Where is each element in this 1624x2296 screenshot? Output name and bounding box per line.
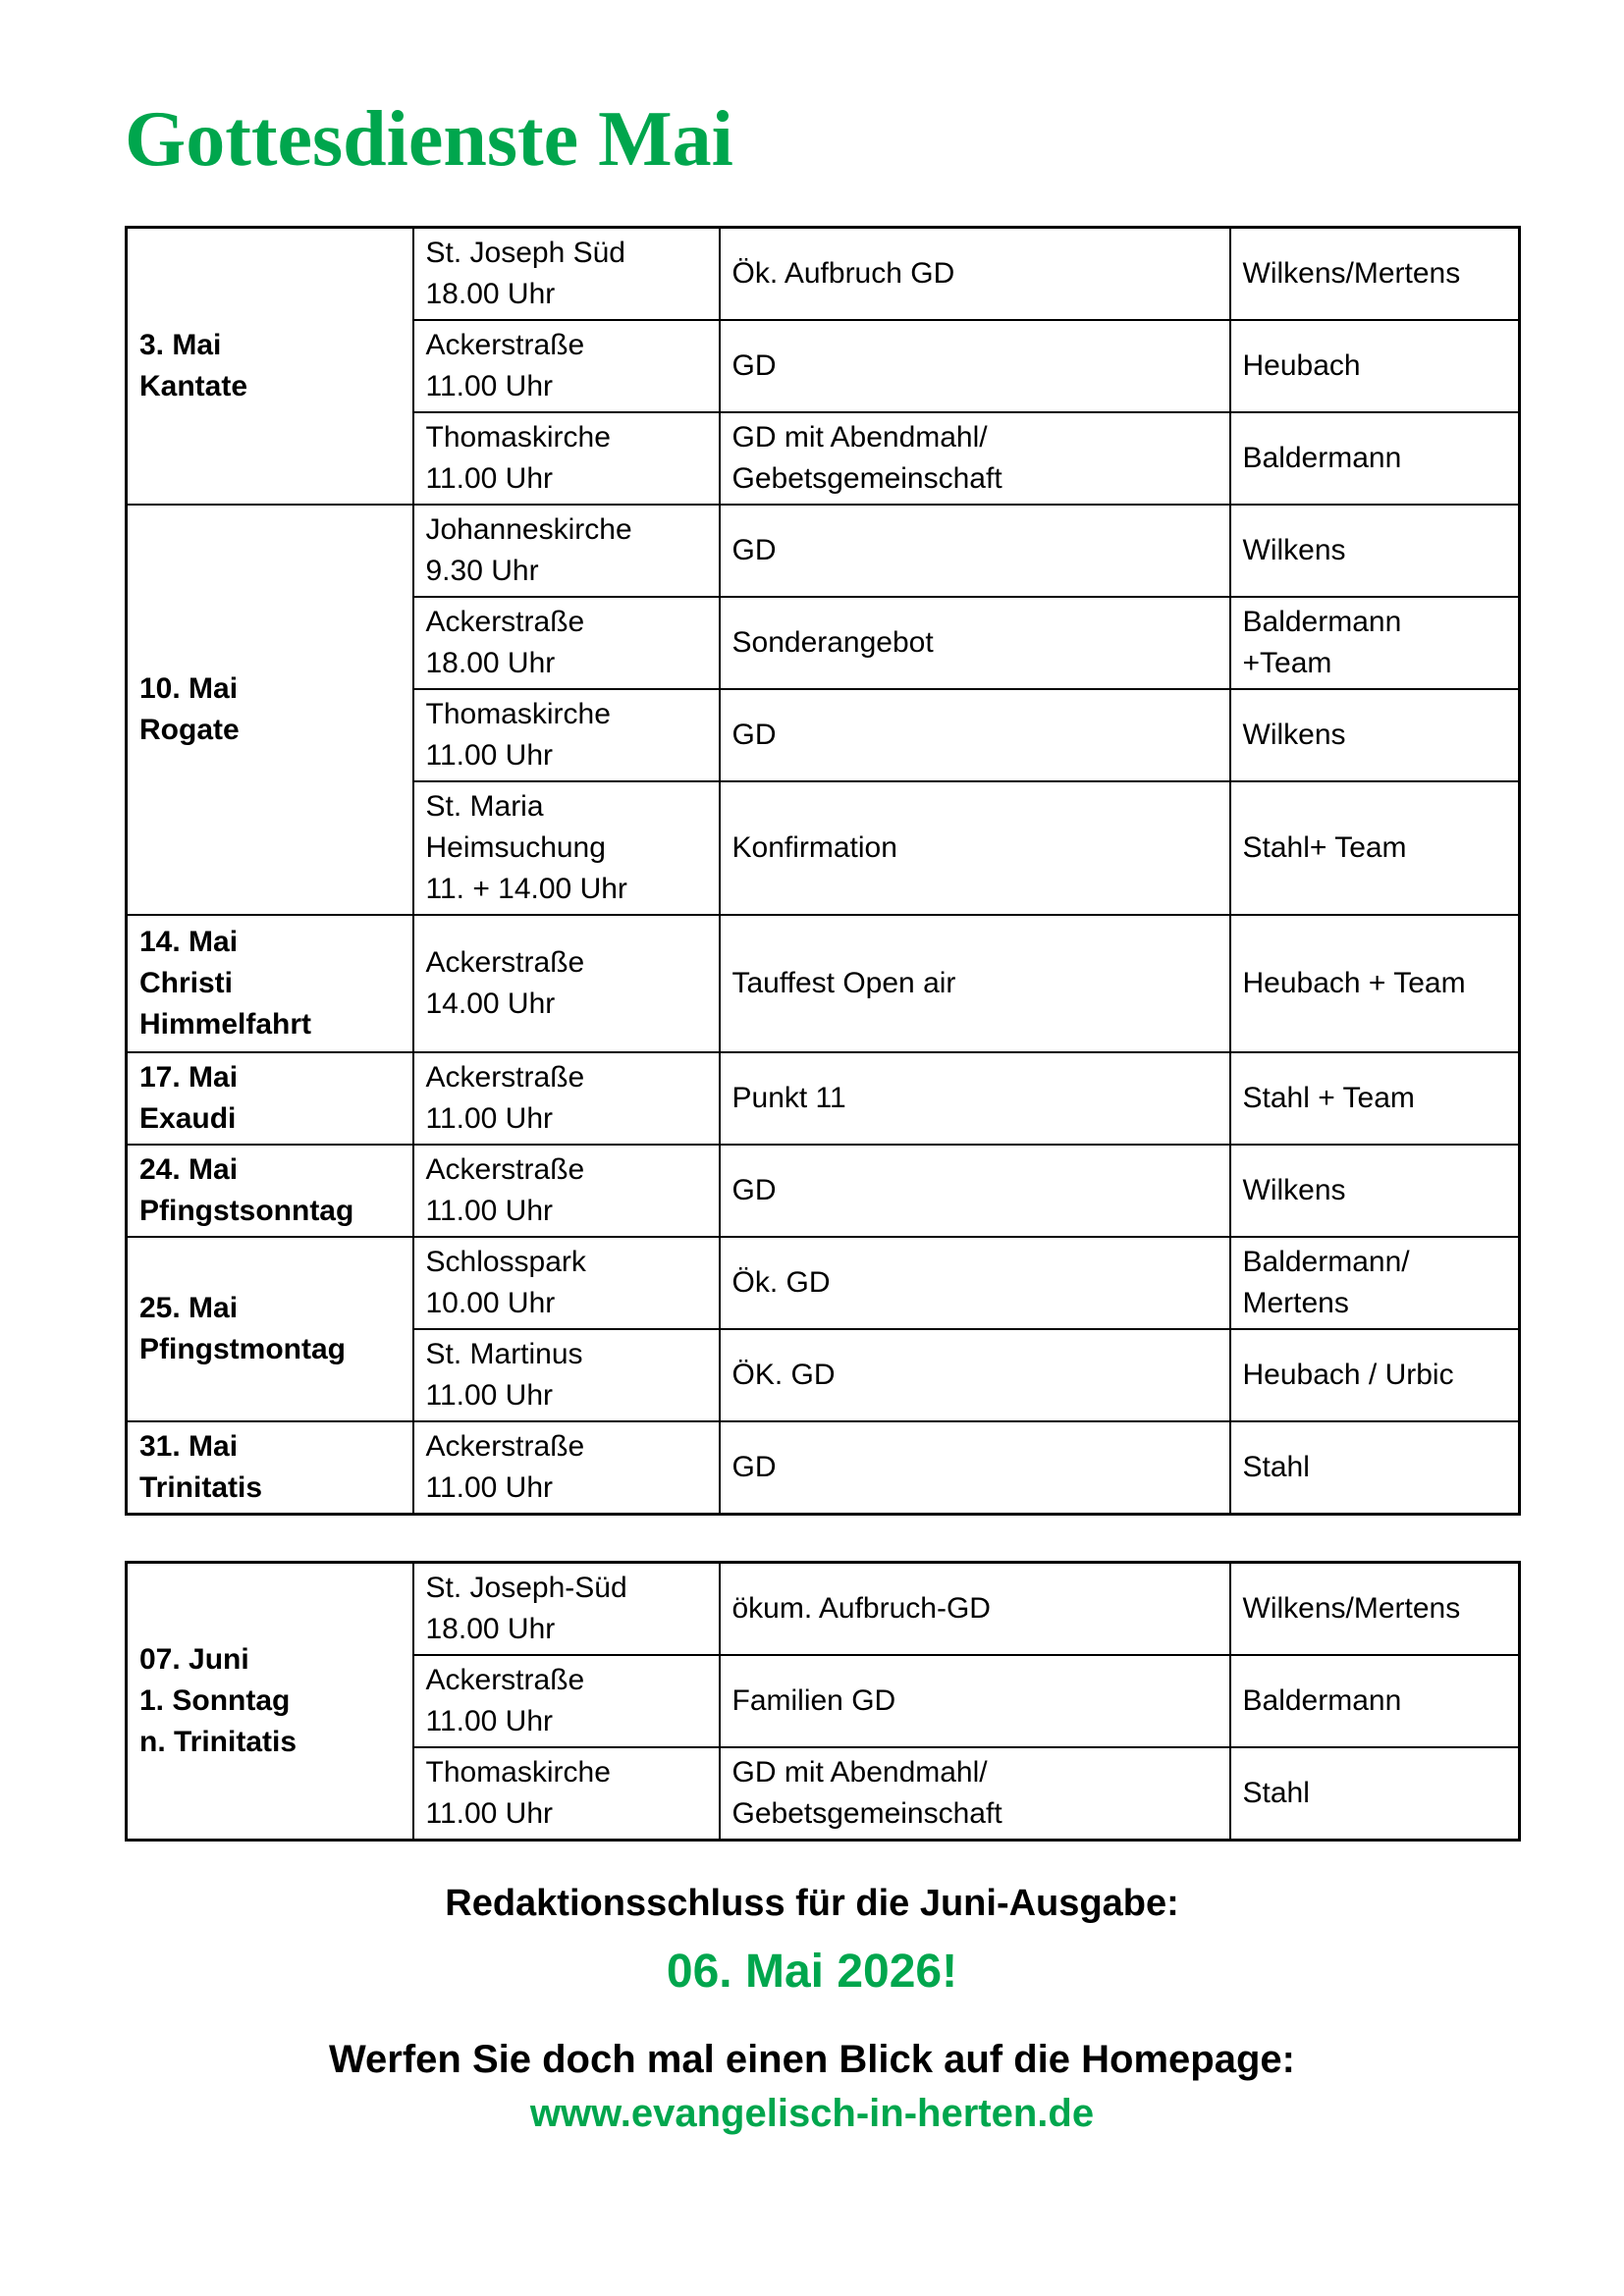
table-row: 25. Mai Pfingstmontag Schlosspark 10.00 … [125, 1236, 1521, 1422]
location-cell: Thomaskirche 11.00 Uhr [411, 1746, 721, 1842]
table-row: 14. Mai Christi Himmelfahrt Ackerstraße … [125, 914, 1521, 1053]
leader-cell: Wilkens/Mertens [1228, 1561, 1521, 1656]
leader-cell: Heubach / Urbic [1228, 1328, 1521, 1422]
date-cell: 14. Mai Christi Himmelfahrt [125, 914, 414, 1053]
date-cell: 17. Mai Exaudi [125, 1051, 414, 1146]
location-cell: Thomaskirche 11.00 Uhr [411, 688, 721, 782]
location-cell: Johanneskirche 9.30 Uhr [411, 504, 721, 598]
event-cell: Sonderangebot [718, 596, 1231, 690]
table-row: 17. Mai Exaudi Ackerstraße 11.00 Uhr Pun… [125, 1051, 1521, 1146]
date-cell: 10. Mai Rogate [125, 504, 414, 916]
leader-cell: Stahl [1228, 1420, 1521, 1516]
event-cell: ÖK. GD [718, 1328, 1231, 1422]
event-cell: GD [718, 319, 1231, 413]
location-cell: St. Joseph Süd 18.00 Uhr [411, 226, 721, 321]
location-cell: Thomaskirche 11.00 Uhr [411, 411, 721, 506]
table-row: 10. Mai Rogate Johanneskirche 9.30 Uhr G… [125, 504, 1521, 916]
leader-cell: Baldermann [1228, 411, 1521, 506]
leader-cell: Baldermann [1228, 1654, 1521, 1748]
leader-cell: Stahl + Team [1228, 1051, 1521, 1146]
table-row: 3. Mai Kantate St. Joseph Süd 18.00 Uhr … [125, 226, 1521, 506]
location-cell: Ackerstraße 11.00 Uhr [411, 1420, 721, 1516]
event-cell: Tauffest Open air [718, 914, 1231, 1053]
page-title: Gottesdienste Mai [125, 96, 733, 183]
location-cell: Schlosspark 10.00 Uhr [411, 1236, 721, 1330]
event-cell: Ök. Aufbruch GD [718, 226, 1231, 321]
leader-cell: Wilkens [1228, 688, 1521, 782]
table-row: St. Martinus 11.00 Uhr ÖK. GD Heubach / … [127, 1328, 1521, 1422]
footer: Redaktionsschluss für die Juni-Ausgabe: … [0, 1883, 1624, 2136]
homepage-heading: Werfen Sie doch mal einen Blick auf die … [329, 2038, 1295, 2081]
table-row: 07. Juni 1. Sonntag n. Trinitatis St. Jo… [125, 1561, 1521, 1842]
deadline-heading: Redaktionsschluss für die Juni-Ausgabe: [445, 1883, 1179, 1924]
table-row: Ackerstraße 11.00 Uhr Familien GD Balder… [127, 1654, 1521, 1748]
homepage-url[interactable]: www.evangelisch-in-herten.de [529, 2092, 1095, 2135]
location-cell: St. Maria Heimsuchung 11. + 14.00 Uhr [411, 780, 721, 916]
location-cell: Ackerstraße 11.00 Uhr [411, 1051, 721, 1146]
table-row: St. Maria Heimsuchung 11. + 14.00 Uhr Ko… [127, 780, 1521, 916]
location-cell: St. Martinus 11.00 Uhr [411, 1328, 721, 1422]
services-table-june: 07. Juni 1. Sonntag n. Trinitatis St. Jo… [125, 1561, 1521, 1842]
leader-cell: Stahl+ Team [1228, 780, 1521, 916]
date-cell: 07. Juni 1. Sonntag n. Trinitatis [125, 1561, 414, 1842]
event-cell: GD [718, 1420, 1231, 1516]
location-cell: Ackerstraße 14.00 Uhr [411, 914, 721, 1053]
table-row: Thomaskirche 11.00 Uhr GD mit Abendmahl/… [127, 1746, 1521, 1842]
date-cell: 25. Mai Pfingstmontag [125, 1236, 414, 1422]
leader-cell: Wilkens [1228, 504, 1521, 598]
table-row: 24. Mai Pfingstsonntag Ackerstraße 11.00… [125, 1144, 1521, 1238]
table-row: Ackerstraße 11.00 Uhr GD Heubach [127, 319, 1521, 413]
location-cell: Ackerstraße 11.00 Uhr [411, 1144, 721, 1238]
table-row: 31. Mai Trinitatis Ackerstraße 11.00 Uhr… [125, 1420, 1521, 1516]
event-cell: ökum. Aufbruch-GD [718, 1561, 1231, 1656]
event-cell: GD [718, 688, 1231, 782]
leader-cell: Stahl [1228, 1746, 1521, 1842]
date-cell: 31. Mai Trinitatis [125, 1420, 414, 1516]
table-row: Thomaskirche 11.00 Uhr GD mit Abendmahl/… [127, 411, 1521, 506]
leader-cell: Wilkens/Mertens [1228, 226, 1521, 321]
leader-cell: Heubach [1228, 319, 1521, 413]
leader-cell: Wilkens [1228, 1144, 1521, 1238]
leader-cell: Baldermann/ Mertens [1228, 1236, 1521, 1330]
location-cell: St. Joseph-Süd 18.00 Uhr [411, 1561, 721, 1656]
date-cell: 24. Mai Pfingstsonntag [125, 1144, 414, 1238]
leader-cell: Heubach + Team [1228, 914, 1521, 1053]
event-cell: GD mit Abendmahl/ Gebetsgemeinschaft [718, 1746, 1231, 1842]
event-cell: GD [718, 504, 1231, 598]
table-row: Thomaskirche 11.00 Uhr GD Wilkens [127, 688, 1521, 782]
leader-cell: Baldermann +Team [1228, 596, 1521, 690]
event-cell: Punkt 11 [718, 1051, 1231, 1146]
services-table-may: 3. Mai Kantate St. Joseph Süd 18.00 Uhr … [125, 226, 1521, 1516]
event-cell: Ök. GD [718, 1236, 1231, 1330]
date-cell: 3. Mai Kantate [125, 226, 414, 506]
event-cell: Familien GD [718, 1654, 1231, 1748]
deadline-date: 06. Mai 2026! [666, 1946, 958, 1998]
table-row: Ackerstraße 18.00 Uhr Sonderangebot Bald… [127, 596, 1521, 690]
location-cell: Ackerstraße 11.00 Uhr [411, 1654, 721, 1748]
event-cell: GD [718, 1144, 1231, 1238]
event-cell: GD mit Abendmahl/ Gebetsgemeinschaft [718, 411, 1231, 506]
location-cell: Ackerstraße 11.00 Uhr [411, 319, 721, 413]
event-cell: Konfirmation [718, 780, 1231, 916]
location-cell: Ackerstraße 18.00 Uhr [411, 596, 721, 690]
